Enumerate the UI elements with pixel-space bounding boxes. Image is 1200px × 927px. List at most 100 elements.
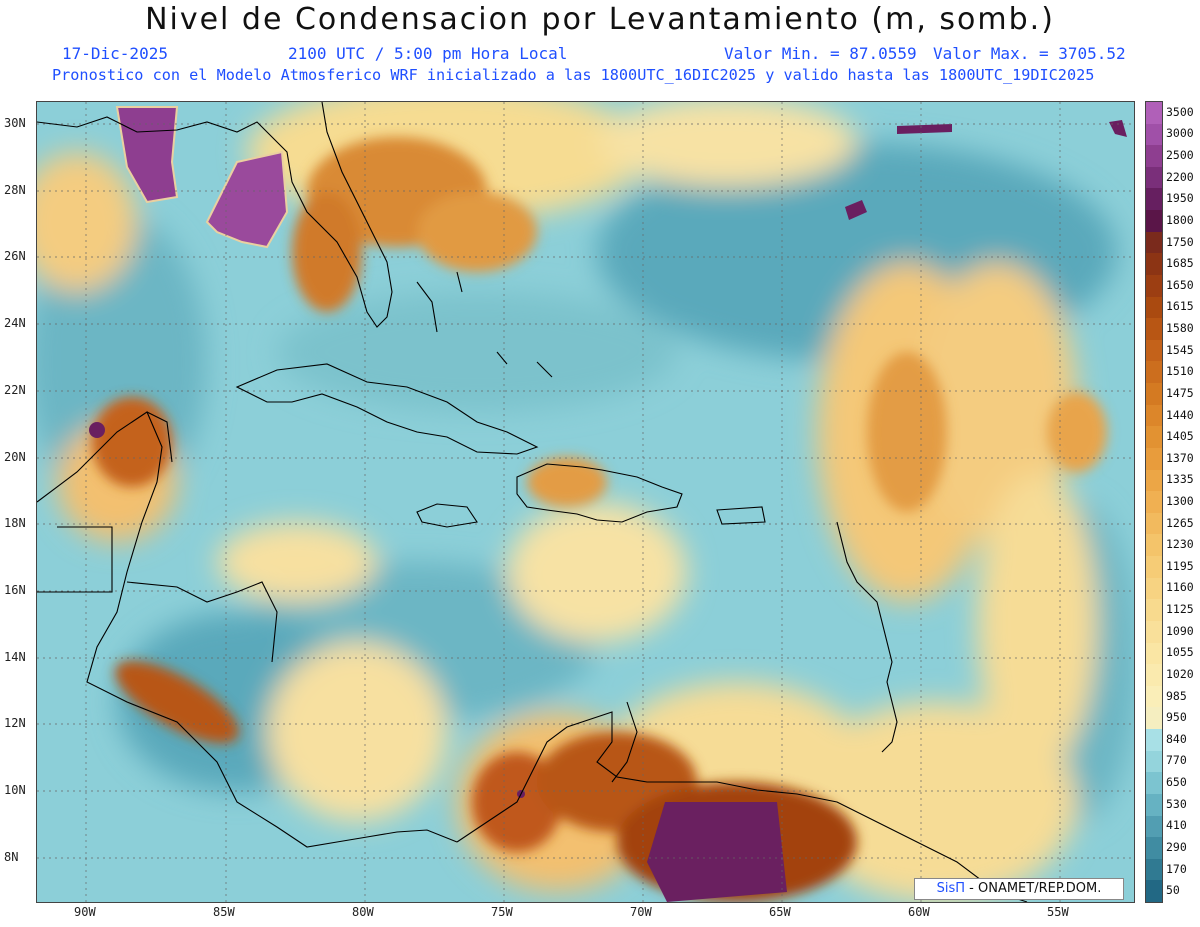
color-scale-segment — [1146, 210, 1162, 233]
color-scale-label: 3000 — [1166, 126, 1194, 141]
color-scale-segment — [1146, 707, 1162, 730]
graticule — [37, 102, 1134, 902]
color-scale-segment — [1146, 188, 1162, 211]
color-scale-label: 3500 — [1166, 104, 1194, 119]
color-scale-label: 770 — [1166, 753, 1187, 768]
lat-label: 14N — [4, 650, 26, 664]
color-scale-label: 1405 — [1166, 429, 1194, 444]
color-scale-label: 650 — [1166, 775, 1187, 790]
color-scale-segment — [1146, 815, 1162, 838]
coastlines — [37, 102, 1028, 902]
color-scale-segment — [1146, 231, 1162, 254]
color-scale-label: 1950 — [1166, 191, 1194, 206]
color-scale-label: 1160 — [1166, 580, 1194, 595]
color-scale-label: 985 — [1166, 688, 1187, 703]
credit-box: SisΠ - ONAMET/REP.DOM. — [914, 878, 1124, 900]
color-scale-label: 1265 — [1166, 515, 1194, 530]
lon-label: 70W — [630, 905, 652, 919]
model-info: Pronostico con el Modelo Atmosferico WRF… — [52, 66, 1095, 84]
value-max: Valor Max. = 3705.52 — [933, 44, 1126, 63]
sispi-logo: SisΠ — [936, 881, 966, 896]
lon-label: 75W — [491, 905, 513, 919]
color-scale-label: 1650 — [1166, 277, 1194, 292]
map-title: Nivel de Condensacion por Levantamiento … — [145, 2, 1055, 37]
color-scale-label: 1335 — [1166, 472, 1194, 487]
color-scale-segment — [1146, 318, 1162, 341]
credit-text: - ONAMET/REP.DOM. — [965, 881, 1102, 896]
color-scale-segment — [1146, 685, 1162, 708]
lon-label: 85W — [213, 905, 235, 919]
color-scale-label: 1510 — [1166, 364, 1194, 379]
color-scale-label: 1125 — [1166, 602, 1194, 617]
color-scale-label: 840 — [1166, 731, 1187, 746]
color-scale-label: 2200 — [1166, 169, 1194, 184]
color-scale-segment — [1146, 750, 1162, 773]
color-scale-segment — [1146, 664, 1162, 687]
color-scale-segment — [1146, 642, 1162, 665]
color-scale-label: 1195 — [1166, 558, 1194, 573]
color-scale-segment — [1146, 556, 1162, 579]
color-scale-segment — [1146, 491, 1162, 514]
color-scale-segment — [1146, 577, 1162, 600]
color-scale-segment — [1146, 512, 1162, 535]
color-scale-segment — [1146, 145, 1162, 168]
lat-label: 26N — [4, 249, 26, 263]
color-scale-label: 950 — [1166, 710, 1187, 725]
color-scale-label: 1440 — [1166, 407, 1194, 422]
lat-label: 8N — [4, 850, 19, 864]
color-scale-label: 410 — [1166, 818, 1187, 833]
color-scale-segment — [1146, 339, 1162, 362]
color-scale-label: 1090 — [1166, 623, 1194, 638]
lcl-field-map — [37, 102, 1134, 902]
color-scale-label: 1800 — [1166, 212, 1194, 227]
color-scale-segment — [1146, 880, 1162, 903]
color-scale-segment — [1146, 296, 1162, 319]
color-scale-label: 1545 — [1166, 342, 1194, 357]
color-scale-bar — [1145, 101, 1163, 903]
purple-cells — [89, 106, 1127, 902]
color-scale-label: 1300 — [1166, 494, 1194, 508]
lon-label: 60W — [908, 905, 930, 919]
color-scale-label: 1370 — [1166, 450, 1194, 465]
color-scale-segment — [1146, 793, 1162, 816]
lat-label: 20N — [4, 450, 26, 464]
color-scale-label: 170 — [1166, 861, 1187, 876]
lon-label: 80W — [352, 905, 374, 919]
color-scale-label: 290 — [1166, 839, 1187, 854]
color-scale-label: 1615 — [1166, 299, 1194, 314]
color-scale-segment — [1146, 469, 1162, 492]
color-scale-segment — [1146, 361, 1162, 384]
map-panel — [36, 101, 1135, 903]
color-scale-segment — [1146, 837, 1162, 860]
lon-label: 55W — [1047, 905, 1069, 919]
lat-label: 18N — [4, 516, 26, 530]
color-scale-segment — [1146, 858, 1162, 881]
value-min: Valor Min. = 87.0559 — [724, 44, 917, 63]
color-scale-segment — [1146, 253, 1162, 276]
color-scale-segment — [1146, 620, 1162, 644]
lat-label: 30N — [4, 116, 26, 130]
color-scale-segment — [1146, 426, 1162, 449]
forecast-date: 17-Dic-2025 — [62, 44, 168, 63]
color-scale-label: 1750 — [1166, 234, 1194, 249]
color-scale-label: 1055 — [1166, 645, 1194, 660]
color-scale-segment — [1146, 534, 1162, 557]
color-scale-segment — [1146, 729, 1162, 752]
lon-label: 65W — [769, 905, 791, 919]
lat-label: 12N — [4, 716, 26, 730]
color-scale-segment — [1146, 599, 1162, 622]
color-scale-label: 1475 — [1166, 385, 1194, 400]
lat-label: 22N — [4, 383, 26, 397]
lat-label: 24N — [4, 316, 26, 330]
color-scale-label: 1230 — [1166, 537, 1194, 552]
lat-label: 28N — [4, 183, 26, 197]
color-scale-segment — [1146, 123, 1162, 146]
color-scale-segment — [1146, 274, 1162, 298]
color-scale-segment — [1146, 102, 1162, 125]
color-scale-segment — [1146, 772, 1162, 795]
lon-label: 90W — [74, 905, 96, 919]
lat-label: 16N — [4, 583, 26, 597]
color-scale-label: 530 — [1166, 796, 1187, 811]
color-scale-segment — [1146, 383, 1162, 406]
color-scale-segment — [1146, 447, 1162, 471]
